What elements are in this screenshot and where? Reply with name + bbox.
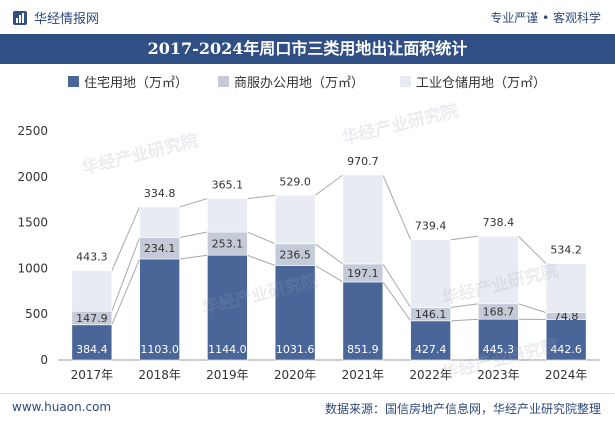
x-tick-label: 2018年 [138,368,181,382]
footer-website: www.huaon.com [12,400,112,414]
y-tick-label: 0 [40,353,48,367]
top-bar: 华经情报网 专业严谨 • 客观科学 [0,0,615,34]
data-label: 147.9 [76,312,108,325]
x-tick-label: 2019年 [206,368,249,382]
series-connector-line [450,318,479,322]
chart-title: 2017-2024年周口市三类用地出让面积统计 [147,39,468,58]
data-label: 146.1 [415,308,447,321]
bar-segment [139,206,180,238]
bar-segment [410,320,451,361]
legend-swatch-residential [68,76,79,87]
bar-segment [71,270,113,312]
series-connector-line [247,254,276,266]
data-label: 234.1 [144,242,176,255]
series-connector-line [314,174,344,196]
y-tick-label: 2500 [17,124,48,138]
series-connector-line [111,206,141,271]
bar-segment [207,254,248,361]
brand-logo-icon [13,10,27,25]
series-connector-line [111,237,141,312]
y-tick-label: 500 [25,307,48,321]
data-label: 445.3 [483,343,515,356]
data-label: 427.4 [415,343,447,356]
data-label: 970.7 [347,155,379,168]
bar-segment [545,319,587,361]
series-connector-line [518,303,547,314]
data-label: 1031.6 [276,343,315,356]
series-connector-line [111,258,141,325]
series-connector-line [179,231,208,239]
legend-swatch-commercial [218,76,229,87]
brand: 华经情报网 [12,8,99,27]
series-connector-line [450,303,479,308]
series-connector-line [179,198,208,208]
data-label: 365.1 [212,179,244,192]
bar-segment [71,324,113,361]
data-label: 739.4 [415,220,447,233]
legend-swatch-industrial [400,76,411,87]
series-connector-line [314,265,344,283]
data-label: 197.1 [347,267,379,280]
data-label: 534.2 [550,244,582,257]
series-connector-line [518,235,547,265]
series-connector-line [382,263,412,308]
series-connector-line [179,254,208,260]
stacked-bar-chart: 0 500 1000 1500 2000 2500 384.4 147.9 443.3 2017年… [17,124,600,382]
data-label: 168.7 [483,305,515,318]
series-connector-line [247,231,276,245]
data-label: 443.3 [76,251,108,264]
bar-segment [410,239,451,308]
bar-segment [478,318,519,361]
data-label: 442.6 [550,343,582,356]
legend-item-residential: 住宅用地（万㎡） [68,72,188,91]
y-tick-label: 2000 [17,170,48,184]
data-label: 1103.0 [140,343,179,356]
title-band: 2017-2024年周口市三类用地出让面积统计 [0,34,615,64]
bar-segment [478,235,519,305]
legend-label-commercial: 商服办公用地（万㎡） [234,76,365,91]
data-label: 74.8 [554,310,579,323]
bar-segment [274,195,316,245]
data-label: 384.4 [76,343,108,356]
data-label: 529.0 [279,175,311,188]
tagline: 专业严谨 • 客观科学 [490,11,601,25]
x-tick-label: 2022年 [409,368,452,382]
x-tick-label: 2020年 [274,368,317,382]
legend-label-residential: 住宅用地（万㎡） [84,76,189,91]
bar-segment [207,198,248,233]
legend-label-industrial: 工业仓储用地（万㎡） [416,76,547,91]
footer-source: 数据来源：国信房地产信息网，华经产业研究院整理 [324,402,601,416]
legend-item-industrial: 工业仓储用地（万㎡） [400,72,546,91]
bar-segment [342,174,384,265]
footer-divider [0,393,615,394]
data-label: 236.5 [279,249,311,262]
legend: 住宅用地（万㎡） 商服办公用地（万㎡） 工业仓储用地（万㎡） [0,72,615,94]
series-connector-line [450,235,479,241]
series-connector-line [314,243,344,265]
x-tick-label: 2017年 [71,368,114,382]
series-connector-line [382,281,412,322]
y-tick-label: 1000 [17,261,48,275]
data-label: 334.8 [144,187,176,200]
data-label: 738.4 [483,216,515,229]
bar-segment [545,263,587,313]
data-label: 1144.0 [208,343,247,356]
x-tick-label: 2024年 [545,368,588,382]
bar-segment [139,258,180,361]
data-label: 253.1 [212,238,244,251]
data-label: 851.9 [347,343,379,356]
x-tick-label: 2021年 [342,368,385,382]
series-connector-line [382,174,412,240]
y-tick-label: 1500 [17,216,48,230]
x-tick-label: 2023年 [477,368,520,382]
series-connector-line [247,194,276,200]
brand-name: 华经情报网 [34,12,100,27]
legend-item-commercial: 商服办公用地（万㎡） [218,72,364,91]
